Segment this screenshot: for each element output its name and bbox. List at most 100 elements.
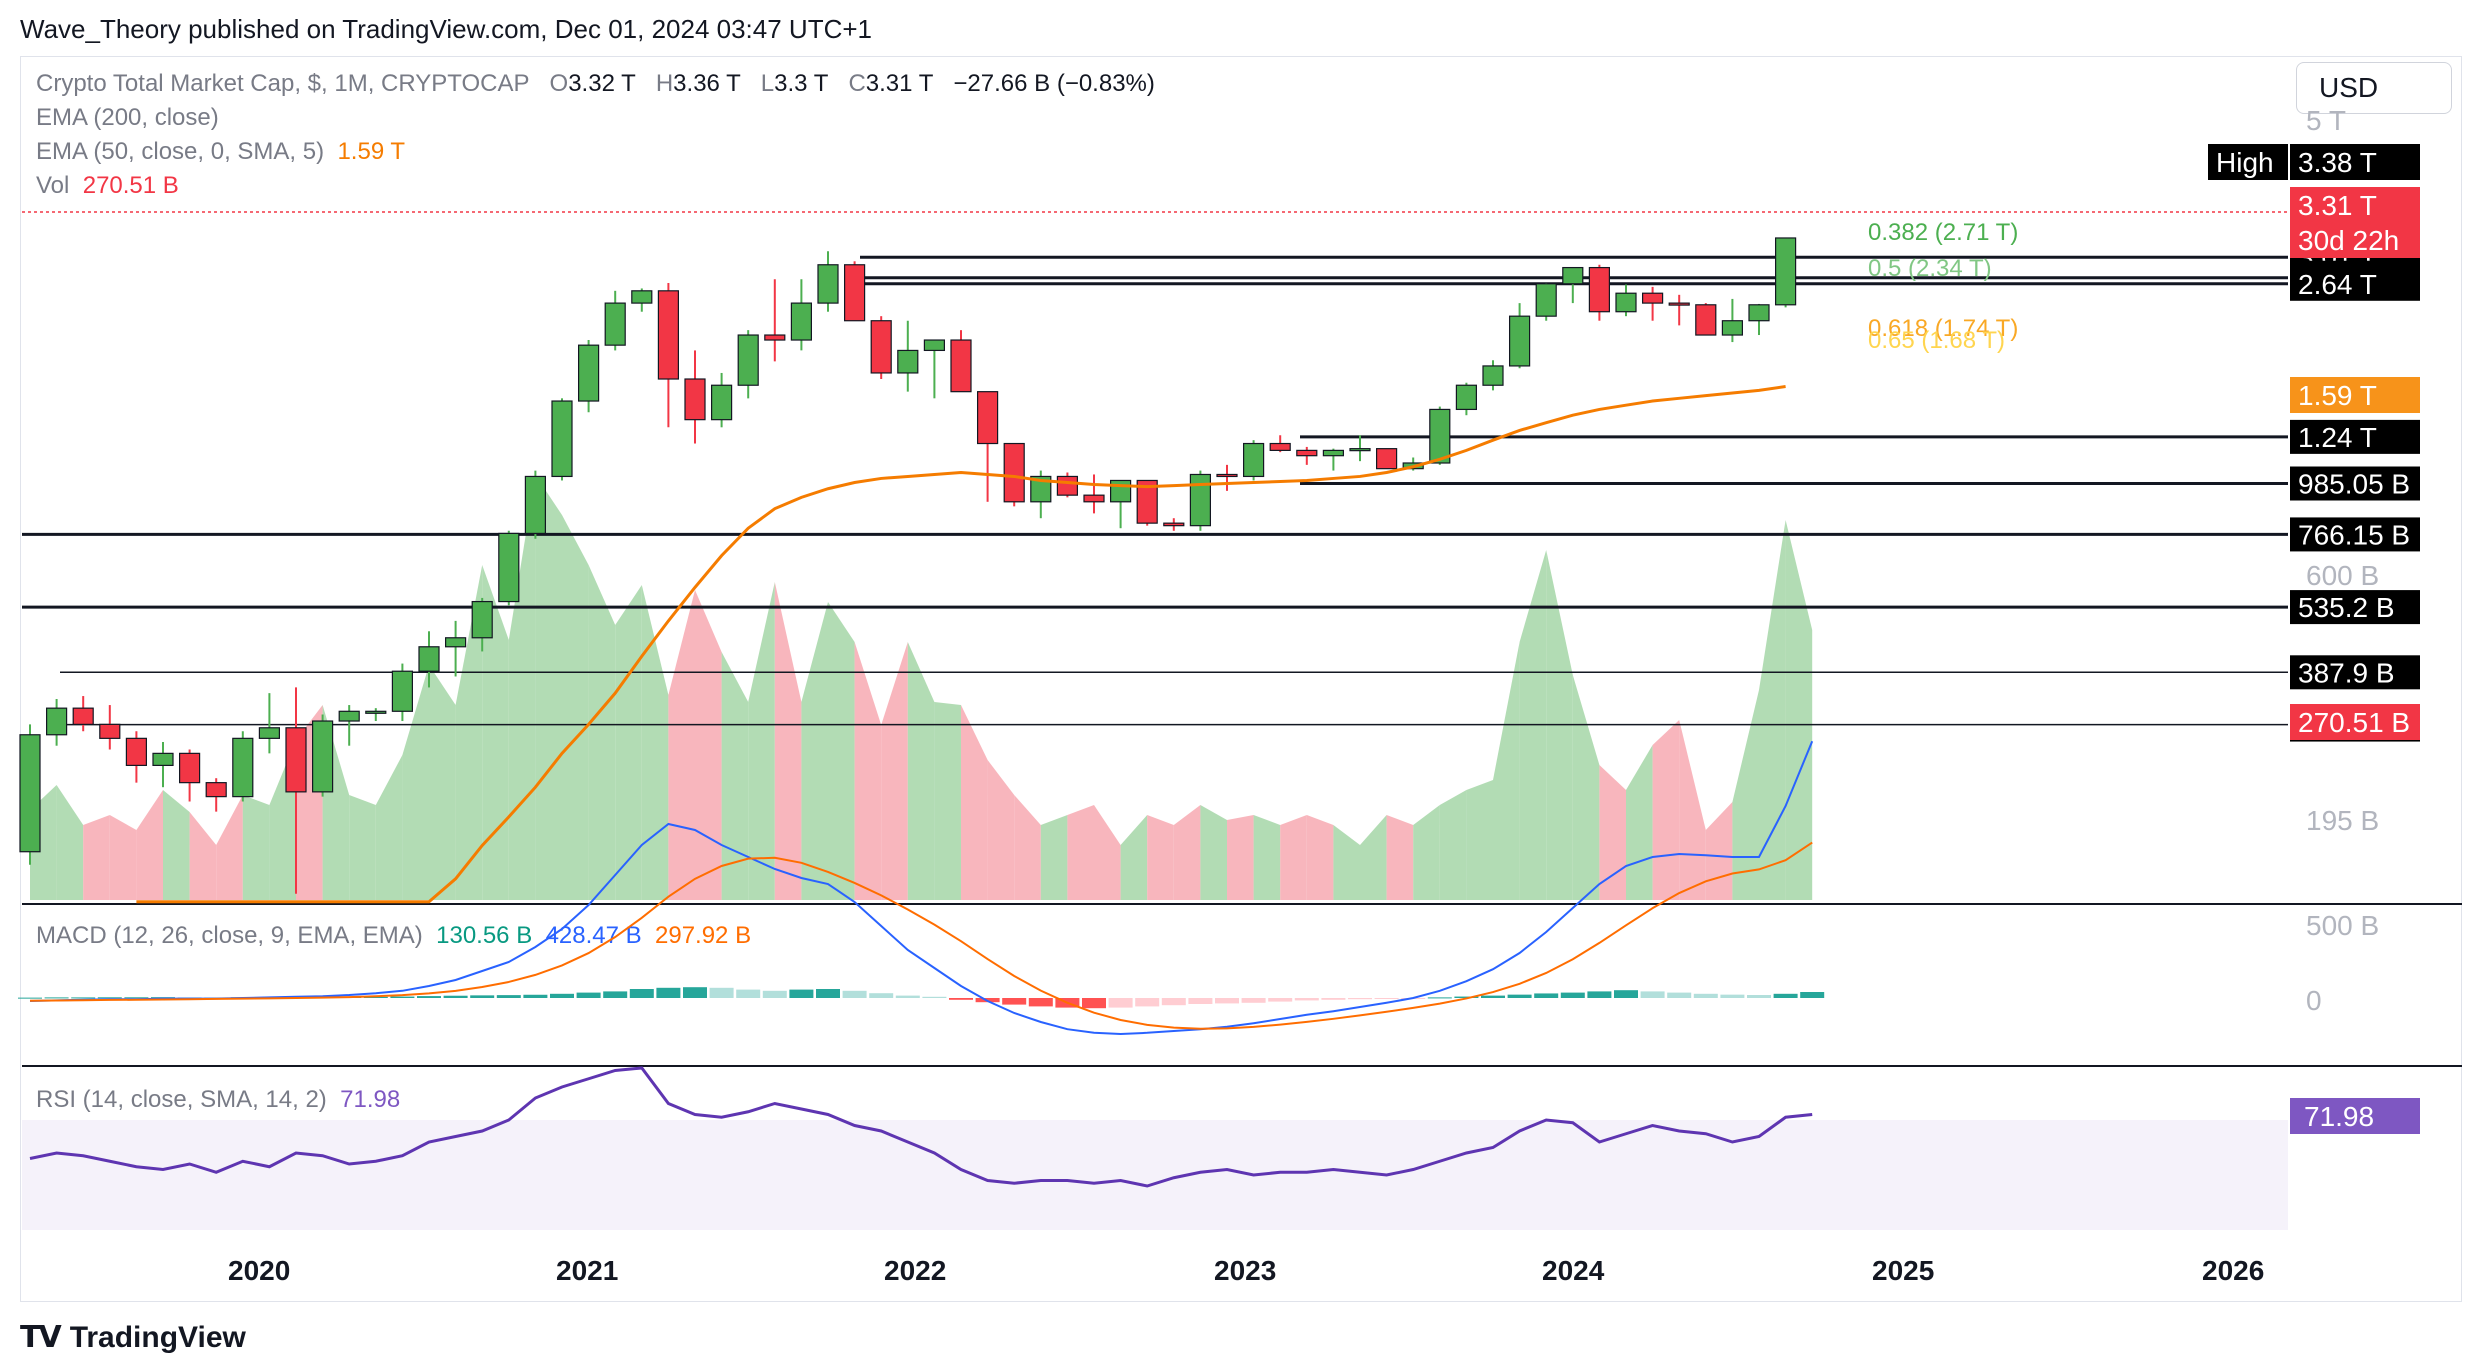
macd-histogram-bar	[1667, 992, 1692, 998]
candle-body	[72, 707, 94, 725]
volume-area-segment	[881, 642, 908, 900]
candle-body	[285, 727, 307, 793]
macd-histogram-bar	[1640, 991, 1665, 998]
ema50-line	[136, 385, 1786, 904]
price-axis-tag-text: High	[2216, 147, 2274, 178]
candle-body	[604, 302, 626, 346]
macd-histogram-bar	[816, 989, 840, 998]
candle-body	[232, 737, 254, 798]
ema50-legend[interactable]: EMA (50, close, 0, SMA, 5) 1.59 T	[36, 138, 405, 166]
candle-body	[1748, 304, 1770, 322]
price-axis-tag	[2290, 222, 2420, 258]
price-axis-tag	[2290, 144, 2420, 180]
price-axis-tag-text: 1.59 T	[2298, 380, 2377, 411]
price-axis-tag-text: 3.31 T	[2298, 190, 2377, 221]
macd-histogram-bar	[1028, 998, 1053, 1007]
rsi-value-tag-text: 71.98	[2304, 1101, 2374, 1132]
candle-body	[1588, 266, 1611, 313]
volume-area-segment	[1306, 815, 1334, 900]
candle-body	[471, 600, 493, 639]
macd-histogram-bar	[1534, 993, 1559, 998]
volume-area-segment	[1280, 815, 1307, 900]
candle-body	[737, 334, 759, 386]
candle-body	[551, 400, 573, 478]
volume-area-segment	[109, 815, 137, 900]
level-price-text: 535.2 B	[2298, 592, 2395, 623]
macd-histogram-bar	[1454, 996, 1479, 998]
macd-histogram-bar	[1374, 998, 1399, 999]
candle-body	[1269, 442, 1291, 451]
rsi-legend[interactable]: RSI (14, close, SMA, 14, 2) 71.98	[36, 1086, 400, 1114]
price-axis-tag-text: 3.38 T	[2298, 147, 2377, 178]
candle-body	[1003, 442, 1025, 503]
candle-body	[684, 378, 706, 421]
footer-brand[interactable]: 𝗧𝗩 TradingView	[20, 1320, 246, 1355]
macd-histogram-bar	[1108, 998, 1133, 1008]
volume-area-segment	[375, 755, 403, 900]
vol-label: Vol	[36, 172, 70, 199]
macd-histogram-bar	[97, 997, 122, 999]
candle-body	[524, 475, 547, 535]
candle-body	[577, 344, 600, 402]
volume-area-segment	[1253, 815, 1281, 900]
macd-axis-tick: 500 B	[2306, 910, 2379, 941]
symbol-name[interactable]: Crypto Total Market Cap, $, 1M, CRYPTOCA…	[36, 70, 530, 97]
candle-body	[657, 290, 680, 380]
currency-label: USD	[2319, 72, 2379, 103]
level-price-text: 2.64 T	[2298, 269, 2377, 300]
macd-hist-value: 130.56 B	[436, 922, 533, 949]
volume-area-segment	[562, 515, 589, 900]
volume-area-segment	[216, 795, 243, 900]
candle-body	[710, 384, 733, 421]
macd-histogram-bar	[18, 997, 42, 999]
candle-body	[205, 782, 227, 798]
macd-histogram-bar	[709, 987, 734, 998]
volume-area-segment	[987, 760, 1015, 900]
volume-area-segment	[1040, 815, 1068, 900]
macd-histogram-bar	[1135, 998, 1160, 1007]
candle-body	[1189, 473, 1212, 527]
candle-body	[631, 290, 653, 304]
candle-body	[764, 334, 786, 341]
volume-area-segment	[1227, 815, 1254, 900]
candle-body	[1615, 292, 1637, 313]
ema200-legend[interactable]: EMA (200, close)	[36, 104, 219, 132]
level-price-tag	[2290, 419, 2420, 454]
volume-area-segment	[695, 590, 722, 900]
macd-histogram-bar	[1294, 998, 1319, 1001]
volume-area-segment	[721, 652, 749, 900]
candle-body	[1721, 320, 1744, 336]
x-axis-tick: 2025	[1872, 1255, 1934, 1286]
macd-histogram-bar	[1268, 998, 1293, 1002]
candle-body	[923, 339, 946, 352]
level-price-tag	[2290, 266, 2420, 301]
volume-area-segment	[1147, 815, 1174, 900]
volume-area-segment	[1413, 805, 1440, 900]
candle-body	[99, 723, 121, 739]
macd-histogram-bar	[629, 989, 654, 998]
vol-legend[interactable]: Vol 270.51 B	[36, 172, 179, 200]
macd-histogram-bar	[1614, 990, 1638, 998]
candle-body	[1641, 292, 1664, 304]
candle-body	[1668, 302, 1690, 306]
price-axis-tag	[2290, 187, 2420, 223]
macd-histogram-bar	[656, 987, 681, 998]
macd-histogram-bar	[1773, 993, 1798, 998]
x-axis-tick: 2022	[884, 1255, 946, 1286]
candle-body	[125, 737, 148, 766]
macd-legend[interactable]: MACD (12, 26, close, 9, EMA, EMA) 130.56…	[36, 922, 751, 950]
candle-body	[1083, 494, 1105, 503]
volume-area-segment	[1732, 690, 1759, 900]
macd-line-value: 428.47 B	[545, 922, 642, 949]
price-axis-tag-text: 270.51 B	[2298, 707, 2410, 738]
macd-histogram-bar	[1215, 998, 1239, 1004]
currency-selector[interactable]: USD	[2296, 62, 2452, 114]
tradingview-logo-icon: 𝗧𝗩	[20, 1321, 62, 1354]
macd-histogram-bar	[1693, 993, 1718, 998]
volume-area-segment	[1173, 805, 1201, 900]
macd-histogram-bar	[417, 996, 441, 998]
candle-body	[1375, 448, 1398, 470]
macd-histogram-bar	[576, 992, 601, 998]
candle-body	[498, 532, 520, 603]
